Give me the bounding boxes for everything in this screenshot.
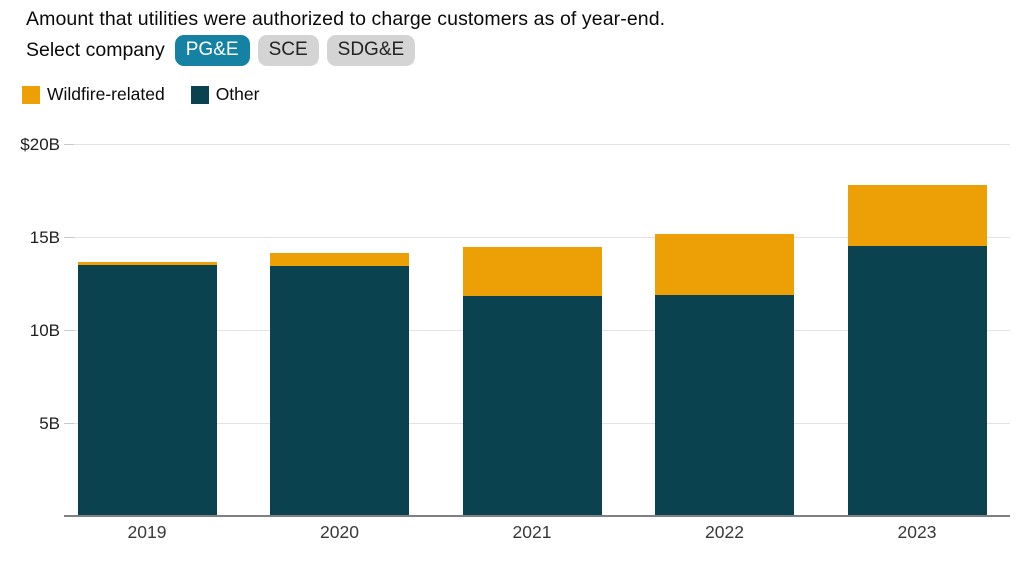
x-axis-label-2019: 2019	[127, 522, 167, 542]
y-axis-label-20: $20B	[20, 134, 60, 154]
bar-segment-wildfire-related-2020[interactable]	[270, 252, 409, 266]
bar-segment-other-2022[interactable]	[655, 294, 794, 516]
company-selector-label: Select company	[26, 38, 165, 61]
x-axis-label-2020: 2020	[320, 522, 359, 542]
company-selector: Select company PG&E SCE SDG&E	[26, 34, 416, 66]
legend-label-wildfire: Wildfire-related	[47, 84, 165, 104]
company-button-sce[interactable]: SCE	[257, 34, 319, 66]
chart-legend: Wildfire-related Other	[22, 84, 259, 105]
bar-segment-wildfire-related-2023[interactable]	[847, 184, 987, 247]
company-button-sdge[interactable]: SDG&E	[326, 34, 416, 66]
wildfire-swatch-icon	[22, 85, 40, 104]
legend-item-other: Other	[190, 84, 260, 105]
gridline-20	[66, 144, 1010, 145]
y-tick-10	[64, 330, 74, 331]
legend-item-wildfire: Wildfire-related	[22, 84, 165, 105]
y-axis-label-10: 10B	[29, 320, 60, 340]
x-axis-label-2023: 2023	[897, 522, 937, 542]
y-tick-20	[64, 144, 74, 145]
bar-segment-other-2019[interactable]	[77, 264, 217, 516]
legend-label-other: Other	[215, 84, 260, 104]
y-tick-15	[64, 237, 74, 238]
bar-segment-wildfire-related-2021[interactable]	[462, 247, 602, 296]
bar-segment-other-2021[interactable]	[462, 295, 602, 516]
y-axis-label-15: 15B	[29, 227, 60, 247]
bar-segment-wildfire-related-2022[interactable]	[655, 234, 794, 295]
x-axis-label-2022: 2022	[705, 522, 744, 542]
company-button-pge[interactable]: PG&E	[174, 34, 250, 66]
x-axis-label-2021: 2021	[512, 522, 552, 542]
chart-title: Amount that utilities were authorized to…	[26, 8, 666, 30]
y-axis-label-5: 5B	[39, 413, 60, 433]
bar-segment-other-2023[interactable]	[847, 246, 987, 516]
y-tick-5	[64, 423, 74, 424]
bar-segment-other-2020[interactable]	[270, 265, 409, 516]
bar-segment-wildfire-related-2019[interactable]	[77, 262, 217, 265]
x-axis-line	[64, 515, 1010, 517]
gridline-15	[66, 237, 1010, 238]
other-swatch-icon	[190, 85, 209, 104]
